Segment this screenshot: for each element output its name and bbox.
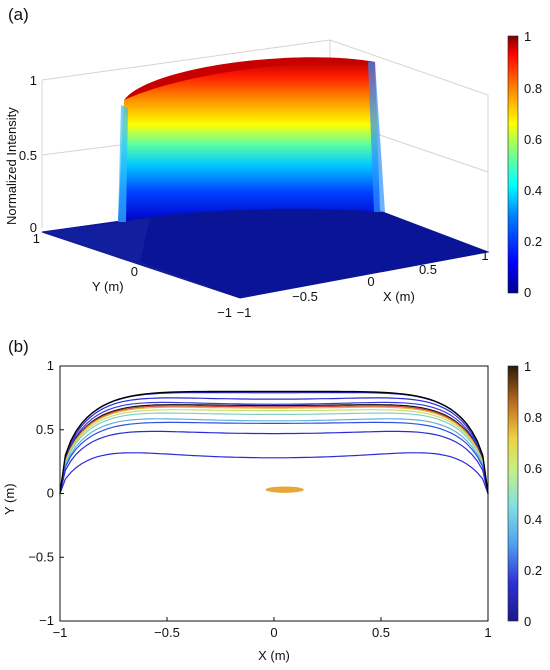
colorbar-b-ticks: 1 0.8 0.6 0.4 0.2 0 [524,359,542,629]
y-axis-label-b: Y (m) [2,483,17,515]
marker-ellipse [265,486,304,493]
y-tick-label: 0.5 [36,422,54,437]
svg-text:0: 0 [367,274,374,289]
surface-plot-a: (a) 1 0.5 0 Normalized Intensity 1 0 −1 … [4,5,542,320]
svg-text:0.6: 0.6 [524,461,542,476]
contour-line-11 [59,452,489,494]
x-tick-label: 0.5 [372,625,390,640]
svg-text:0: 0 [524,285,531,300]
surface-top [124,57,375,100]
y-axis-label-a: Y (m) [92,279,124,294]
surface-floor-shade [42,218,240,298]
surface-edge-streaks [118,62,385,222]
x-tick-label: 1 [484,625,491,640]
contour-line-3 [59,404,489,494]
svg-text:0.4: 0.4 [524,183,542,198]
contour-line-9 [59,421,489,494]
svg-text:0.6: 0.6 [524,132,542,147]
svg-text:1: 1 [524,29,531,44]
contour-line-2 [59,401,489,494]
svg-text:0: 0 [131,264,138,279]
svg-text:−1: −1 [237,305,252,320]
colorbar-b [507,365,519,622]
x-tick-label: −0.5 [154,625,180,640]
svg-text:0: 0 [524,614,531,629]
x-ticks-b: −1 −0.5 0 0.5 1 [53,617,492,640]
y-tick-label: −0.5 [28,549,54,564]
plot-frame-b [59,365,489,622]
panel-label-b: (b) [8,337,29,356]
svg-text:−1: −1 [217,305,232,320]
z-ticks-a: 1 0.5 0 [19,73,37,235]
colorbar-a-ticks: 1 0.8 0.6 0.4 0.2 0 [524,29,542,300]
x-axis-label-a: X (m) [383,289,415,304]
svg-text:0.2: 0.2 [524,563,542,578]
x-ticks-a: −1 −0.5 0 0.5 1 [237,248,489,320]
y-ticks-a: 1 0 −1 [33,231,232,320]
svg-text:1: 1 [481,248,488,263]
contour-line-5 [59,406,489,494]
svg-text:0.4: 0.4 [524,512,542,527]
y-tick-label: 0 [47,486,54,501]
svg-text:0.8: 0.8 [524,81,542,96]
svg-text:0.5: 0.5 [19,148,37,163]
panel-label-a: (a) [8,5,29,24]
z-axis-label: Normalized Intensity [4,107,19,225]
svg-text:1: 1 [30,73,37,88]
svg-text:0.8: 0.8 [524,410,542,425]
contour-line-1 [59,397,489,494]
y-ticks-b: 1 0.5 0 −0.5 −1 [28,358,64,628]
contour-line-4 [59,405,489,494]
x-tick-label: 0 [270,625,277,640]
x-axis-label-b: X (m) [258,648,290,663]
svg-text:0: 0 [30,220,37,235]
y-tick-label: 1 [47,358,54,373]
y-tick-label: −1 [39,613,54,628]
svg-text:1: 1 [33,231,40,246]
contour-line-6 [59,409,489,494]
svg-text:0.5: 0.5 [419,262,437,277]
contour-line-7 [59,412,489,494]
svg-text:−0.5: −0.5 [292,289,318,304]
surface-wall [118,59,380,223]
svg-text:0.2: 0.2 [524,234,542,249]
contour-lines [59,390,489,494]
contour-line-0 [59,392,489,494]
contour-line-8 [59,418,489,494]
contour-outer-arc [59,390,489,494]
x-tick-label: −1 [53,625,68,640]
contour-line-10 [59,430,489,494]
colorbar-a [507,35,519,294]
svg-text:1: 1 [524,359,531,374]
